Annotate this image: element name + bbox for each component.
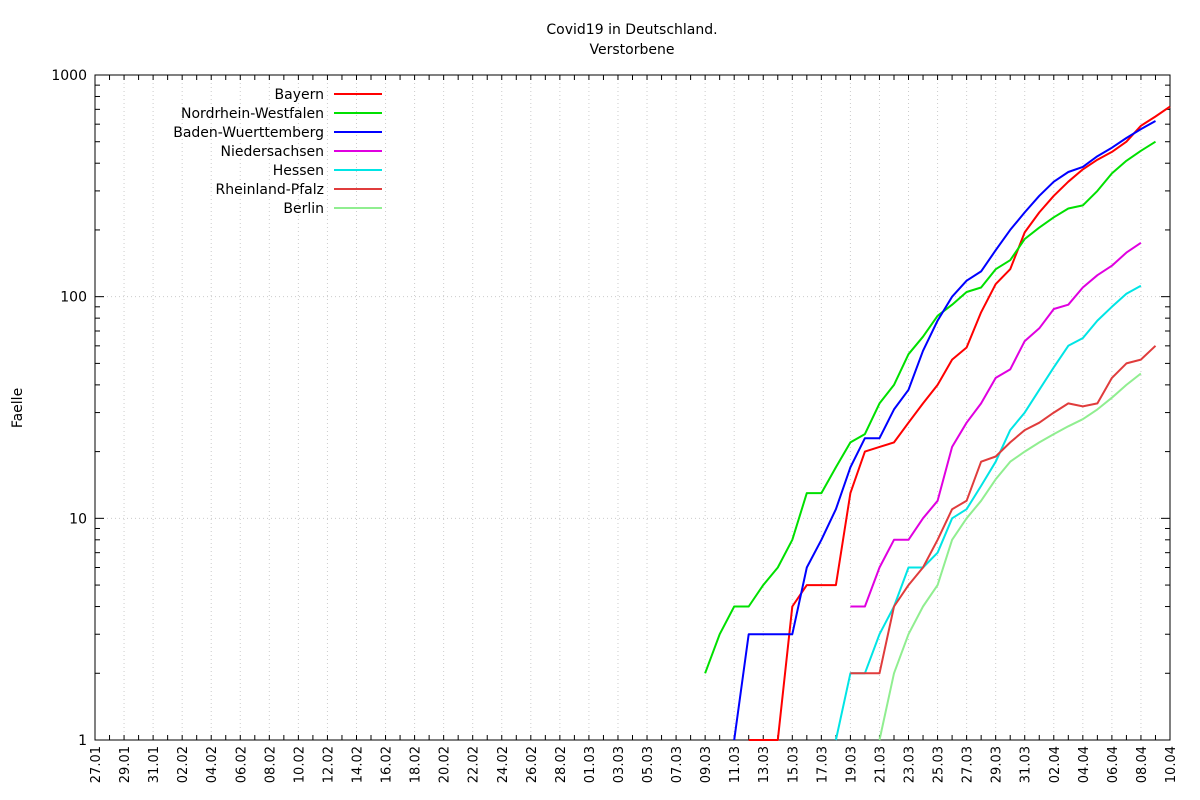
x-tick-label: 18.02: [409, 746, 424, 783]
series-line: [733, 120, 1156, 741]
x-tick-label: 26.02: [525, 746, 540, 783]
x-tick-label: 15.03: [786, 746, 801, 783]
x-tick-label: 31.03: [1019, 746, 1034, 783]
x-tick-label: 27.01: [89, 746, 104, 783]
legend-label: Nordrhein-Westfalen: [181, 106, 324, 122]
x-tick-label: 14.02: [350, 746, 365, 783]
x-tick-label: 06.02: [234, 746, 249, 783]
series-line: [850, 241, 1142, 608]
x-tick-label: 09.03: [699, 746, 714, 783]
legend: Bayern Nordrhein-Westfalen Baden-Wuerttemb…: [173, 87, 382, 217]
y-tick-layer: 1 10 100 1000: [51, 68, 1170, 749]
x-tick-label: 04.02: [205, 746, 220, 783]
y-axis-label: Faelle: [10, 388, 26, 428]
y-tick-label: 1: [78, 733, 87, 749]
x-tick-label: 25.03: [932, 746, 947, 783]
x-tick-label: 08.02: [263, 746, 278, 783]
x-tick-label: 16.02: [380, 746, 395, 783]
x-tick-label: 31.01: [147, 746, 162, 783]
x-tick-label: 12.02: [321, 746, 336, 783]
x-tick-label: 04.04: [1077, 746, 1092, 783]
series-line: [834, 284, 1142, 741]
legend-label: Bayern: [275, 87, 324, 103]
x-tick-label: 28.02: [554, 746, 569, 783]
x-tick-label: 29.01: [118, 746, 133, 783]
x-tick-label: 02.02: [176, 746, 191, 783]
series-layer: [704, 105, 1171, 741]
legend-label: Niedersachsen: [221, 144, 324, 160]
series-line: [704, 140, 1157, 674]
x-tick-label: 11.03: [728, 746, 743, 783]
grid-layer: [94, 75, 1171, 740]
x-tick-label: 20.02: [438, 746, 453, 783]
legend-label: Baden-Wuerttemberg: [173, 125, 324, 141]
x-tick-label: 10.02: [292, 746, 307, 783]
x-tick-label: 08.04: [1135, 746, 1150, 783]
x-tick-label: 17.03: [815, 746, 830, 783]
x-tick-label: 05.03: [641, 746, 656, 783]
x-tick-label: 10.04: [1164, 746, 1179, 783]
x-tick-label: 06.04: [1106, 746, 1121, 783]
series-line: [878, 372, 1142, 741]
legend-label: Rheinland-Pfalz: [216, 182, 324, 198]
legend-label: Hessen: [273, 163, 324, 179]
x-tick-label: 01.03: [583, 746, 598, 783]
x-tick-layer: 27.01 29.01 31.01 02.02 04.02 06.02 08.02 10.02…: [89, 75, 1179, 783]
x-tick-label: 03.03: [612, 746, 627, 783]
x-tick-label: 19.03: [844, 746, 859, 783]
series-line: [850, 345, 1157, 675]
y-tick-label: 1000: [51, 68, 87, 84]
legend-label: Berlin: [283, 201, 324, 217]
x-tick-label: 22.02: [467, 746, 482, 783]
series-line: [748, 105, 1171, 741]
x-tick-label: 13.03: [757, 746, 772, 783]
x-tick-label: 24.02: [496, 746, 511, 783]
x-tick-label: 02.04: [1048, 746, 1063, 783]
plot-frame: [94, 74, 1171, 741]
chart-subtitle: Verstorbene: [590, 42, 675, 58]
y-tick-label: 10: [69, 511, 87, 527]
x-tick-label: 29.03: [990, 746, 1005, 783]
chart-title: Covid19 in Deutschland.: [546, 22, 717, 38]
y-tick-label: 100: [60, 290, 87, 306]
x-tick-label: 21.03: [873, 746, 888, 783]
x-tick-label: 27.03: [961, 746, 976, 783]
x-tick-label: 23.03: [903, 746, 918, 783]
x-tick-label: 07.03: [670, 746, 685, 783]
